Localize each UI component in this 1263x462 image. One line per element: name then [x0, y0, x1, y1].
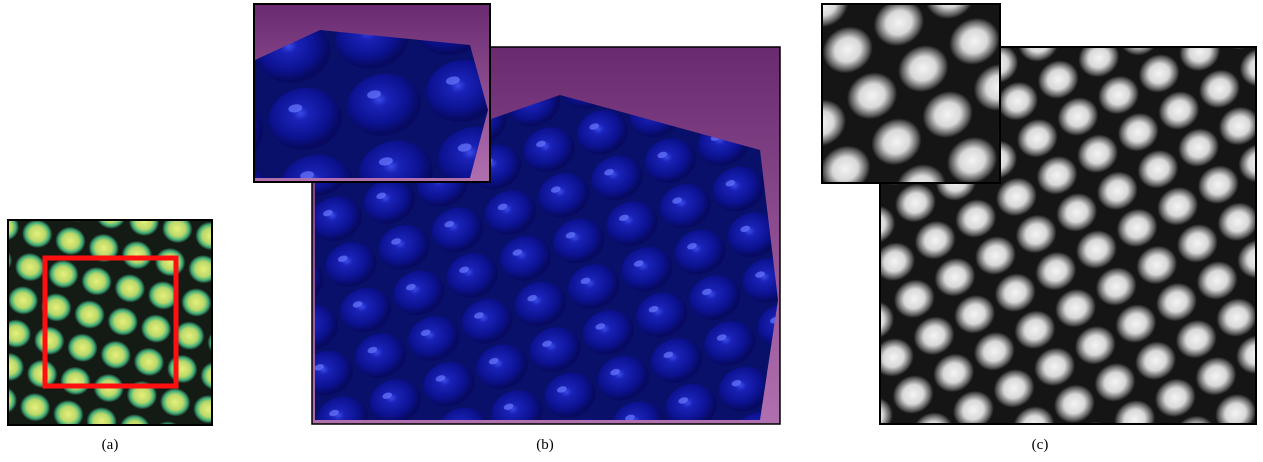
figure: (a) (b) (c): [0, 0, 1263, 462]
panel-label: (c): [1032, 437, 1049, 453]
panel-label: (b): [536, 437, 554, 453]
inset-surface: [255, 30, 488, 178]
panel-c-inset: [822, 4, 1000, 183]
panel-a-image: [8, 220, 212, 425]
page: (a) (b) (c) (() => { const data = JSON.p…: [0, 0, 1263, 462]
panel-label: (a): [102, 437, 119, 453]
